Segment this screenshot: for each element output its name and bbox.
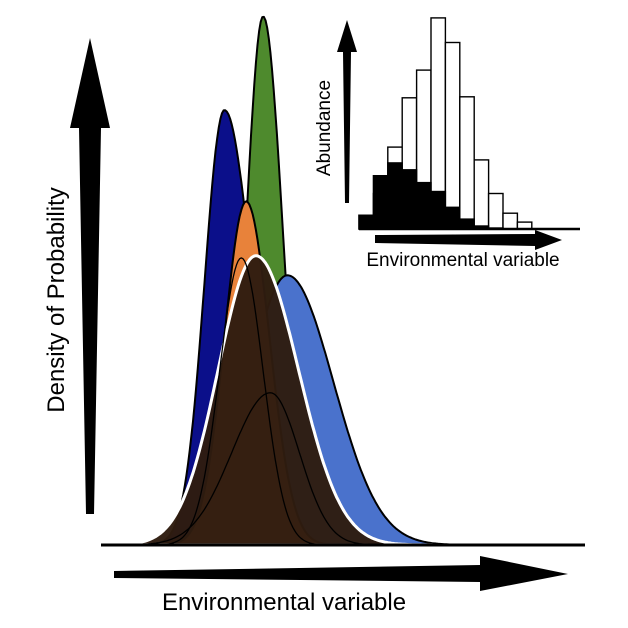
inset-bar-subset-4 xyxy=(401,169,418,230)
density-curves xyxy=(99,15,587,547)
inset-x-axis-label: Environmental variable xyxy=(366,250,559,271)
inset-histogram xyxy=(358,17,533,230)
main-y-axis-label: Density of Probability xyxy=(43,187,70,412)
inset-y-axis-arrow xyxy=(337,20,357,203)
inset-bar-total-9 xyxy=(473,159,490,230)
inset-bar-total-10 xyxy=(487,192,504,230)
main-y-axis-arrow xyxy=(70,38,110,514)
main-x-axis-arrow xyxy=(114,556,568,591)
inset-bar-total-11 xyxy=(502,212,519,230)
inset-bar-subset-5 xyxy=(415,181,432,230)
inset-y-axis-label: Abundance xyxy=(314,80,335,176)
inset-x-axis-arrow xyxy=(375,230,562,250)
inset-bar-total-7 xyxy=(444,41,461,230)
inset-bar-subset-1 xyxy=(358,214,375,230)
inset-bar-subset-2 xyxy=(372,174,389,230)
inset-bar-subset-8 xyxy=(459,218,475,230)
inset-bar-subset-6 xyxy=(430,190,447,230)
inset-bar-total-8 xyxy=(459,96,475,230)
inset-bar-subset-7 xyxy=(444,206,461,230)
main-x-axis-label: Environmental variable xyxy=(162,589,406,616)
density-curve-3 xyxy=(100,274,586,546)
inset-bar-subset-3 xyxy=(387,162,403,230)
